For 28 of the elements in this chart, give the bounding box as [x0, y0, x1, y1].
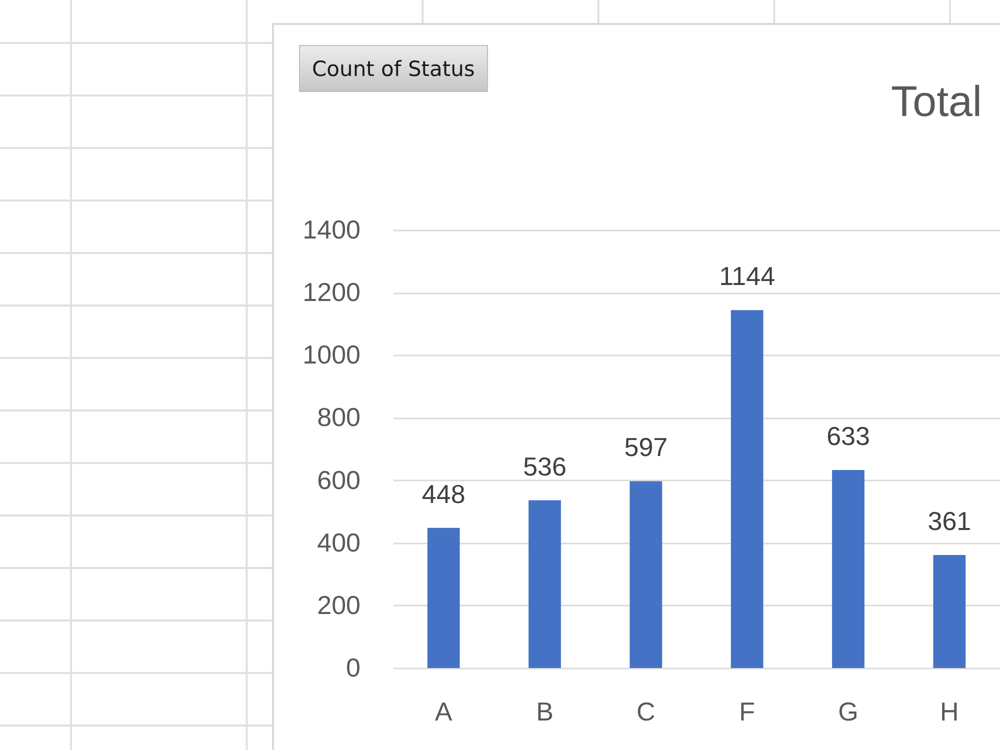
x-tick-label: C	[636, 696, 656, 726]
bar	[933, 555, 966, 668]
x-tick-label: B	[536, 696, 554, 726]
bar	[528, 500, 561, 668]
y-tick-label: 600	[317, 464, 360, 495]
bar	[730, 310, 764, 668]
bar	[630, 481, 662, 668]
chart-title: Total	[891, 78, 982, 126]
x-tick-label: A	[434, 696, 453, 726]
data-label: 361	[928, 506, 972, 536]
data-label: 597	[624, 432, 668, 462]
x-tick-label: F	[739, 696, 756, 726]
data-label: 536	[523, 451, 566, 482]
data-label: 633	[826, 420, 870, 451]
y-tick-label: 1000	[302, 340, 360, 370]
x-tick-label: G	[838, 696, 858, 726]
data-label: 1144	[719, 261, 776, 292]
bar	[427, 528, 460, 668]
y-tick-label: 0	[346, 652, 360, 682]
bar	[832, 470, 864, 668]
field-button: Count of Status	[299, 45, 488, 92]
y-tick-label: 800	[317, 402, 360, 432]
y-tick-label: 1400	[302, 214, 360, 244]
y-tick-label: 1200	[302, 277, 360, 308]
x-tick-label: H	[940, 696, 959, 726]
y-tick-label: 200	[317, 590, 360, 620]
y-tick-label: 400	[317, 527, 360, 558]
data-label: 448	[422, 478, 466, 509]
